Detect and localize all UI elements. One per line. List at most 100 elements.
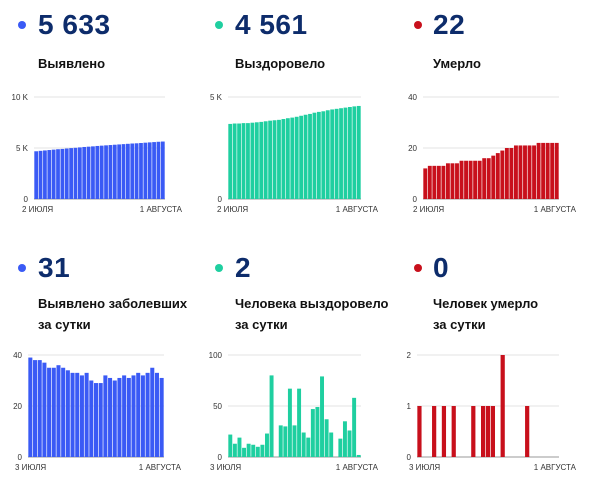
bar bbox=[70, 372, 75, 457]
bar bbox=[232, 443, 237, 457]
bar bbox=[47, 367, 52, 457]
bar bbox=[441, 406, 447, 457]
bar bbox=[450, 163, 455, 199]
bar bbox=[541, 142, 546, 199]
x-end-label: 1 АВГУСТА bbox=[336, 463, 379, 472]
bar bbox=[495, 153, 500, 199]
chart-died: 0 20 40 2 ИЮЛЯ 1 АВГУСТА bbox=[408, 93, 577, 214]
bar bbox=[156, 141, 161, 199]
total-label: Выявлено bbox=[38, 53, 213, 74]
chart-died-daily: 0 1 2 3 ИЮЛЯ 1 АВГУСТА bbox=[407, 351, 577, 472]
y-tick-label: 0 bbox=[218, 453, 223, 462]
bar bbox=[321, 111, 326, 199]
bar bbox=[260, 444, 265, 457]
bar bbox=[86, 146, 91, 199]
bar bbox=[308, 113, 312, 199]
bar bbox=[491, 155, 496, 199]
bar bbox=[301, 432, 306, 457]
bar bbox=[126, 377, 131, 457]
bar bbox=[82, 146, 87, 199]
bar bbox=[283, 426, 288, 457]
bar bbox=[312, 112, 317, 199]
panel-detected-daily: 31 Выявлено заболевших за сутки 0 20 40 3 И… bbox=[0, 247, 195, 487]
bar bbox=[338, 438, 343, 457]
bar bbox=[500, 150, 505, 199]
bar bbox=[51, 149, 56, 199]
label-line-1: Выявлено bbox=[38, 56, 106, 71]
bar bbox=[277, 119, 281, 199]
bar bbox=[352, 397, 357, 457]
bar bbox=[56, 149, 60, 199]
bar bbox=[545, 142, 550, 199]
bar bbox=[356, 105, 361, 199]
bar bbox=[306, 437, 311, 457]
bar bbox=[525, 406, 530, 457]
bar bbox=[51, 367, 56, 457]
bar bbox=[536, 142, 541, 199]
bar bbox=[108, 145, 113, 199]
bar bbox=[310, 409, 315, 457]
bar bbox=[228, 434, 233, 457]
daily-value: 0 bbox=[433, 252, 450, 283]
red-dot-icon bbox=[414, 21, 422, 29]
bar bbox=[523, 145, 527, 199]
bar bbox=[490, 406, 496, 457]
bar bbox=[294, 116, 299, 199]
bar bbox=[451, 406, 456, 457]
bar bbox=[251, 444, 256, 457]
bar bbox=[334, 108, 339, 199]
bar bbox=[47, 150, 52, 199]
bar bbox=[329, 432, 334, 457]
bar bbox=[255, 446, 260, 457]
bar bbox=[33, 360, 38, 457]
bar bbox=[140, 375, 145, 457]
bar bbox=[417, 406, 422, 457]
bar bbox=[28, 357, 33, 457]
label-line-2: за сутки bbox=[38, 317, 91, 332]
bar bbox=[254, 122, 259, 199]
panel-died: 22 Умерло 0 20 40 2 ИЮЛЯ 1 АВГУСТА bbox=[395, 0, 590, 240]
label-line-1: Человека выздоровело bbox=[235, 296, 389, 311]
bar bbox=[504, 148, 509, 199]
x-start-label: 2 ИЮЛЯ bbox=[217, 205, 248, 214]
bar bbox=[104, 145, 108, 199]
bar bbox=[342, 421, 347, 457]
bar bbox=[436, 165, 441, 199]
bar bbox=[468, 160, 473, 199]
bar bbox=[108, 377, 113, 457]
bar bbox=[480, 406, 486, 457]
bar bbox=[147, 142, 152, 199]
y-tick-label: 20 bbox=[13, 402, 22, 411]
bar bbox=[89, 380, 94, 457]
bar bbox=[84, 372, 89, 457]
daily-value: 2 bbox=[235, 252, 252, 283]
chart-detected-daily: 0 20 40 3 ИЮЛЯ 1 АВГУСТА bbox=[13, 351, 182, 472]
bar bbox=[160, 141, 165, 199]
bar bbox=[324, 419, 329, 457]
bar bbox=[134, 143, 139, 199]
bar bbox=[122, 375, 127, 457]
total-label: Умерло bbox=[433, 53, 590, 74]
y-tick-label: 20 bbox=[408, 144, 417, 153]
bar bbox=[532, 145, 537, 199]
x-end-label: 1 АВГУСТА bbox=[534, 463, 577, 472]
bar bbox=[527, 145, 532, 199]
bar bbox=[232, 123, 237, 199]
bar bbox=[99, 145, 104, 199]
bar bbox=[263, 121, 268, 199]
bar bbox=[95, 145, 100, 199]
bar bbox=[98, 383, 103, 457]
y-tick-label: 0 bbox=[18, 453, 23, 462]
green-dot-icon bbox=[215, 264, 223, 272]
bar bbox=[143, 142, 148, 199]
bar bbox=[154, 372, 159, 457]
x-start-label: 3 ИЮЛЯ bbox=[210, 463, 241, 472]
bar bbox=[150, 367, 155, 457]
blue-dot-icon bbox=[18, 21, 26, 29]
bar bbox=[432, 165, 437, 199]
bar bbox=[75, 372, 80, 457]
bar bbox=[34, 151, 39, 199]
bar bbox=[292, 425, 297, 457]
bar bbox=[473, 160, 478, 199]
bar bbox=[343, 107, 348, 199]
